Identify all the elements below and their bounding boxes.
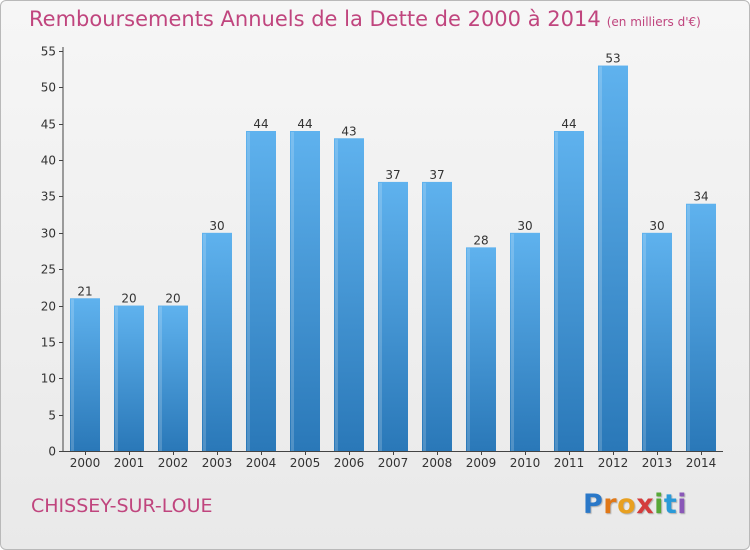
x-tick-label-2009: 2009 [466,456,497,470]
x-tick-label-2004: 2004 [246,456,277,470]
bar-highlight [555,132,558,451]
bar-highlight [599,66,602,451]
bar-highlight [203,233,206,451]
chart-axes: 0 5 10 15 20 25 30 35 40 45 50 55 [41,45,723,459]
bar-highlight [643,233,646,451]
x-tick-label-2014: 2014 [686,456,717,470]
x-tick-label-2005: 2005 [290,456,321,470]
bar-2008 [422,181,452,451]
value-label-2013: 30 [649,219,664,233]
bar-2014 [686,203,716,451]
x-tick-label-2003: 2003 [202,456,233,470]
bar-highlight [159,306,162,451]
bar-2013 [642,232,672,451]
logo-letter: i [654,489,664,520]
value-label-2006: 43 [341,124,356,138]
x-tick-label-2012: 2012 [598,456,629,470]
bar-2007 [378,181,408,451]
x-tick-label-2008: 2008 [422,456,453,470]
y-tick-label: 50 [41,81,56,95]
chart-title-text: Remboursements Annuels de la Dette de 20… [29,7,601,31]
bar-2002 [158,305,188,451]
value-label-2003: 30 [209,219,224,233]
y-tick-label: 30 [41,227,56,241]
bar-2001 [114,305,144,451]
x-tick-label-2000: 2000 [70,456,101,470]
x-tick-label-2013: 2013 [642,456,673,470]
value-label-2008: 37 [429,168,444,182]
x-tick-label-2006: 2006 [334,456,365,470]
bar-highlight [115,306,118,451]
value-label-2009: 28 [473,233,488,247]
commune-name: CHISSEY-SUR-LOUE [31,495,213,517]
logo-letter: r [603,489,618,520]
y-tick-label: 15 [41,336,56,350]
bar-highlight [467,248,470,451]
logo-letter: P [583,489,604,520]
bar-2000 [70,298,100,451]
bar-highlight [511,233,514,451]
y-tick-label: 45 [41,118,56,132]
logo-letter: o [617,489,637,520]
bar-highlight [379,182,382,451]
chart-title: Remboursements Annuels de la Dette de 20… [29,7,701,31]
y-tick-label: 40 [41,154,56,168]
value-label-2004: 44 [253,117,268,131]
bar-2004 [246,131,276,451]
value-label-2000: 21 [77,284,92,298]
bar-2005 [290,131,320,451]
x-tick-label-2002: 2002 [158,456,189,470]
value-label-2001: 20 [121,292,136,306]
x-tick-label-2007: 2007 [378,456,409,470]
logo-letter: i [677,489,688,520]
bar-highlight [687,204,690,451]
y-tick-label: 10 [41,372,56,386]
bar-highlight [247,132,250,451]
y-tick-label: 55 [41,45,56,59]
logo-letter: x [636,489,655,520]
chart-bars [70,65,716,452]
bar-2003 [202,232,232,451]
value-label-2005: 44 [297,117,312,131]
y-tick-label: 25 [41,263,56,277]
value-label-2002: 20 [165,292,180,306]
x-tick-label-2001: 2001 [114,456,145,470]
value-label-2010: 30 [517,219,532,233]
bar-2011 [554,131,584,451]
value-label-2011: 44 [561,117,576,131]
y-tick-label: 5 [48,409,56,423]
logo-letter: t [663,489,678,520]
bar-highlight [71,299,74,451]
bar-2010 [510,232,540,451]
bar-2009 [466,247,496,451]
chart-unit: (en milliers d'€) [606,15,701,29]
x-tick-label-2011: 2011 [554,456,585,470]
y-tick-label: 0 [48,445,56,459]
value-label-2007: 37 [385,168,400,182]
bar-2012 [598,65,628,451]
value-label-2012: 53 [605,52,620,66]
bar-2006 [334,138,364,452]
bar-highlight [291,132,294,451]
x-tick-label-2010: 2010 [510,456,541,470]
value-label-2014: 34 [693,190,708,204]
bar-highlight [335,139,338,452]
chart-labels: 21 2000 20 2001 20 2002 30 2003 44 2004 44 2005 43 20… [70,52,717,470]
proxiti-logo: Proxiti [583,489,687,520]
bar-highlight [423,182,426,451]
y-tick-label: 20 [41,300,56,314]
y-tick-label: 35 [41,190,56,204]
